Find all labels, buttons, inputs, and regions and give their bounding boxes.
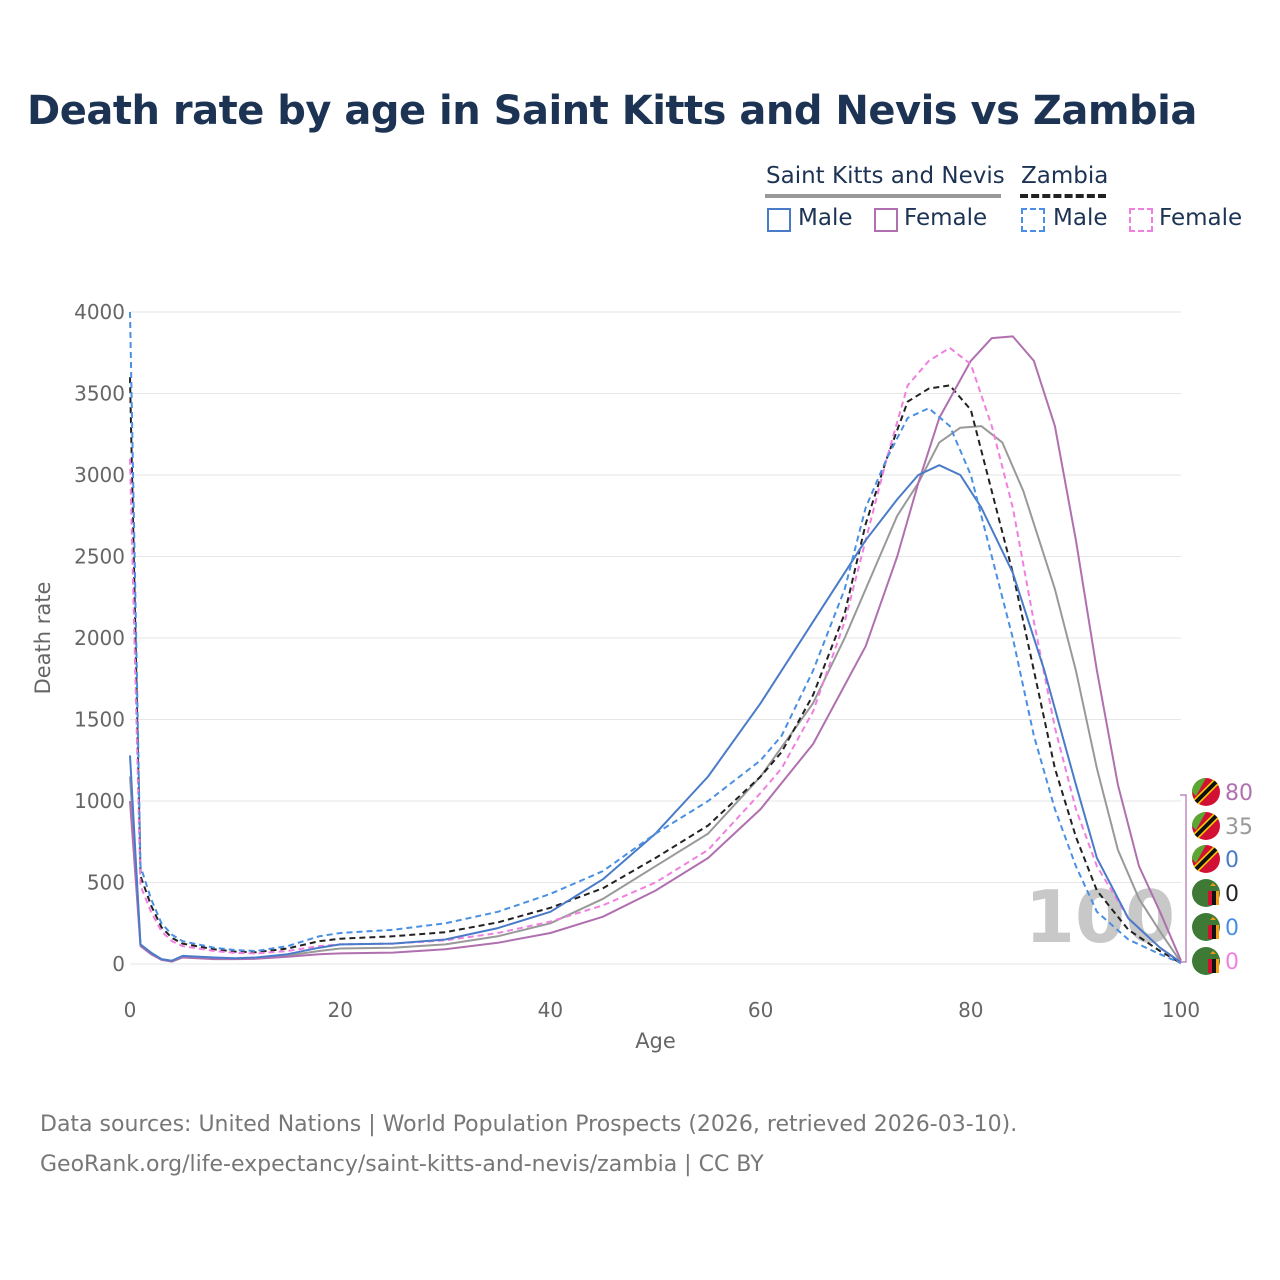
zambia-flag-eagle [1210,917,1216,920]
saint-kitts-flag-band [1194,814,1218,838]
y-tick-label: 1000 [74,789,125,813]
series-line-zm_female[interactable] [129,346,1182,965]
series-line-zm_total[interactable] [129,377,1182,965]
series-line-kn_male[interactable] [129,464,1182,964]
zambia-flag-stripe [1208,925,1212,939]
zambia-flag-eagle [1210,883,1216,886]
zambia-flag-stripe [1212,925,1216,939]
zambia-flag-stripe [1212,891,1216,905]
end-label-value: 0 [1225,848,1239,873]
x-tick-label: 100 [1162,998,1200,1022]
zambia-flag-stripe [1208,959,1212,973]
series-line-kn_total[interactable] [129,425,1182,963]
y-tick-label: 3500 [74,382,125,406]
saint-kitts-flag-green [1192,812,1206,830]
x-tick-label: 20 [327,998,352,1022]
y-tick-label: 4000 [74,300,125,324]
saint-kitts-flag-band [1194,847,1218,871]
x-tick-label: 40 [538,998,563,1022]
saint-kitts-flag-green [1192,778,1206,796]
y-tick-label: 3000 [74,463,125,487]
zambia-flag-stripe [1216,959,1219,973]
footer: Data sources: United Nations | World Pop… [40,1105,1017,1185]
y-tick-label: 500 [87,871,125,895]
x-axis-label: Age [635,1029,676,1053]
end-label-value: 35 [1225,815,1253,840]
footer-link[interactable]: GeoRank.org/life-expectancy/saint-kitts-… [40,1152,764,1177]
series-line-zm_male[interactable] [129,311,1182,965]
zambia-flag-stripe [1216,925,1219,939]
y-tick-label: 2500 [74,545,125,569]
chart-title: Death rate by age in Saint Kitts and Nev… [27,88,1197,134]
end-label-value: 0 [1225,950,1239,975]
end-label-value: 0 [1225,882,1239,907]
y-tick-label: 2000 [74,626,125,650]
age-watermark: 100 [1025,875,1175,959]
zambia-flag-stripe [1212,959,1216,973]
footer-sources: Data sources: United Nations | World Pop… [40,1112,1018,1137]
zambia-flag-stripe [1208,891,1212,905]
end-label-value: 0 [1225,916,1239,941]
end-label-value: 80 [1225,781,1253,806]
saint-kitts-flag-green [1192,845,1206,863]
y-axis-label: Death rate [31,582,55,695]
y-tick-label: 1500 [74,708,125,732]
x-tick-label: 60 [748,998,773,1022]
series-line-kn_female[interactable] [129,335,1182,963]
x-tick-label: 80 [958,998,983,1022]
end-label-bracket [1180,794,1187,963]
saint-kitts-flag-band [1194,780,1218,804]
zambia-flag-stripe [1216,891,1219,905]
y-tick-label: 0 [112,952,125,976]
x-tick-label: 0 [124,998,137,1022]
zambia-flag-eagle [1210,951,1216,954]
